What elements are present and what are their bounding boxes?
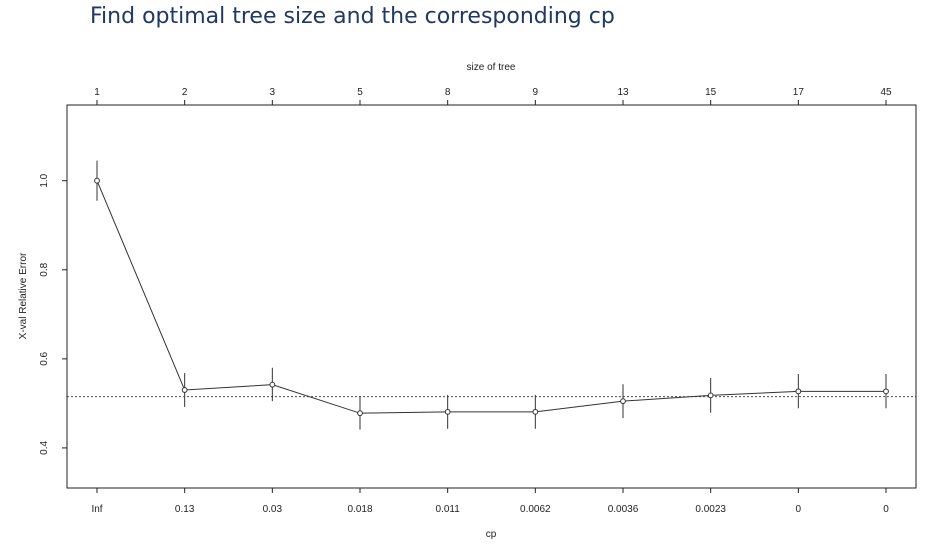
data-point xyxy=(269,381,276,388)
data-point xyxy=(532,408,539,415)
x-tick-label: 0.0023 xyxy=(695,504,726,515)
x-tick-label: 0 xyxy=(883,504,889,515)
data-point xyxy=(707,392,714,399)
data-point xyxy=(357,410,363,417)
y-tick-label: 0.6 xyxy=(39,351,50,365)
data-point xyxy=(620,398,626,405)
y-tick-label: 1.0 xyxy=(39,173,50,187)
series-line xyxy=(96,180,886,414)
top-tick-label: 8 xyxy=(445,87,451,98)
y-tick-label: 0.8 xyxy=(39,262,50,276)
top-tick-label: 13 xyxy=(617,87,629,98)
x-tick-label: 0.0036 xyxy=(608,504,639,515)
data-point xyxy=(883,388,889,395)
top-tick-label: 15 xyxy=(705,87,717,98)
plot-frame xyxy=(66,104,917,489)
x-tick-label: 0.03 xyxy=(263,504,283,515)
top-tick-label: 5 xyxy=(357,87,363,98)
slide-title: Find optimal tree size and the correspon… xyxy=(90,4,615,29)
top-tick-label: 45 xyxy=(880,87,892,98)
top-tick-label: 17 xyxy=(793,87,805,98)
data-point xyxy=(181,387,188,393)
y-axis-title: X-val Relative Error xyxy=(18,252,29,339)
x-tick-label: 0.011 xyxy=(436,504,461,515)
top-axis-title: size of tree xyxy=(467,62,516,73)
data-point xyxy=(444,408,451,415)
data-point xyxy=(795,388,802,395)
x-axis-title: cp xyxy=(486,529,497,540)
x-tick-label: 0.0062 xyxy=(520,504,551,515)
top-tick-label: 3 xyxy=(270,87,276,98)
x-tick-label: 0.13 xyxy=(175,504,195,515)
x-tick-label: 0 xyxy=(796,504,802,515)
data-point xyxy=(94,177,100,184)
top-tick-label: 9 xyxy=(533,87,539,98)
top-tick-label: 2 xyxy=(182,87,188,98)
x-tick-label: 0.018 xyxy=(347,504,372,515)
y-tick-label: 0.4 xyxy=(39,441,50,455)
x-tick-label: Inf xyxy=(91,504,102,515)
top-tick-label: 1 xyxy=(94,87,100,98)
